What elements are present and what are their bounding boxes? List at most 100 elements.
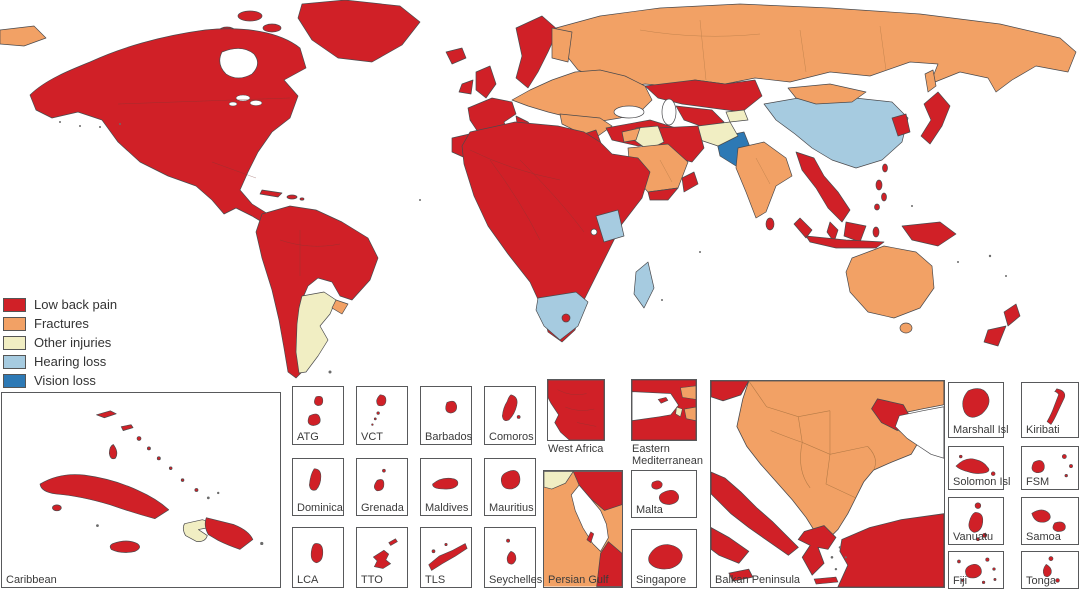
region-mongolia — [787, 83, 867, 105]
caspian-sea — [661, 98, 677, 126]
inset-dominica: Dominica — [292, 458, 344, 516]
inset-kiribati: Kiribati — [1021, 382, 1079, 438]
region-south-america — [255, 205, 379, 379]
internal-borders-orange — [639, 19, 887, 185]
inset-lca-label: LCA — [297, 574, 319, 586]
inset-tls: TLS — [420, 527, 472, 588]
kiribati-island — [1046, 388, 1066, 425]
region-indonesia — [793, 217, 885, 249]
inset-malta-label: Malta — [636, 504, 663, 516]
inset-persian-gulf-label: Persian Gulf — [548, 574, 609, 586]
bk-italy — [711, 471, 799, 582]
inset-fsm-label: FSM — [1026, 476, 1050, 488]
vct-islands — [371, 394, 387, 426]
pg-qatar — [586, 531, 595, 544]
region-russia-wrap — [0, 25, 47, 47]
tls-island — [428, 542, 468, 571]
legend-item-fractures: Fractures — [3, 314, 117, 333]
legend-swatch-low-back-pain — [3, 297, 26, 312]
inset-singapore: Singapore — [631, 529, 697, 588]
region-lesotho — [561, 313, 571, 323]
legend-item-low-back-pain: Low back pain — [3, 295, 117, 314]
legend-swatch-hearing-loss — [3, 354, 26, 369]
inset-west-africa — [547, 379, 605, 441]
mauritius-island — [500, 470, 521, 490]
em-jordan — [683, 406, 696, 421]
inset-barbados-label: Barbados — [425, 431, 473, 443]
region-north-america — [29, 28, 307, 235]
internal-borders — [117, 97, 585, 276]
region-taiwan — [882, 163, 888, 173]
legend-swatch-vision-loss — [3, 373, 26, 388]
inset-persian-gulf: Persian Gulf — [543, 470, 623, 588]
dominica-island — [309, 468, 322, 491]
region-yemen — [647, 187, 679, 201]
black-sea — [613, 105, 645, 119]
legend-label: Other injuries — [34, 335, 112, 350]
inset-seychelles-label: Seychelles — [489, 574, 543, 586]
legend-item-other-injuries: Other injuries — [3, 333, 117, 352]
inset-fsm: FSM — [1021, 446, 1079, 490]
vanuatu-islands — [968, 502, 988, 542]
region-indochina — [795, 151, 851, 223]
isla-juventud — [52, 504, 62, 512]
bk-black-sea — [894, 406, 944, 459]
atg-islands — [307, 395, 324, 426]
region-nz-south — [983, 325, 1007, 347]
bk-borders — [748, 381, 876, 499]
inset-vanuatu-label: Vanuatu — [953, 531, 994, 543]
inset-barbados: Barbados — [420, 386, 472, 445]
legend-label: Fractures — [34, 316, 89, 331]
region-japan — [920, 91, 951, 145]
legend-label: Vision loss — [34, 373, 96, 388]
inset-marshall: Marshall Isl — [948, 382, 1009, 438]
inset-maldives-label: Maldives — [425, 502, 469, 514]
legend-swatch-fractures — [3, 316, 26, 331]
inset-samoa-label: Samoa — [1026, 531, 1061, 543]
inset-vct: VCT — [356, 386, 408, 445]
bk-turkey — [837, 513, 944, 587]
inset-tto: TTO — [356, 527, 408, 588]
inset-seychelles: Seychelles — [484, 527, 542, 588]
dominican-republic — [204, 517, 254, 550]
legend-item-hearing-loss: Hearing loss — [3, 352, 117, 371]
caribbean-specks — [259, 189, 305, 201]
legend: Low back pain Fractures Other injuries H… — [3, 295, 117, 390]
inset-marshall-label: Marshall Isl — [953, 424, 1009, 436]
region-australia — [845, 245, 935, 319]
em-israel — [675, 406, 683, 418]
region-sakhalin — [924, 69, 937, 93]
pg-gulf-states — [596, 541, 622, 587]
bk-crete — [813, 576, 839, 585]
inset-vanuatu: Vanuatu — [948, 497, 1004, 545]
inset-atg: ATG — [292, 386, 344, 445]
bk-greece — [797, 525, 837, 576]
region-kyrgyz-tajik — [725, 109, 749, 123]
region-new-guinea — [901, 221, 957, 247]
region-argentina — [295, 291, 337, 374]
cuba — [39, 474, 170, 520]
samoa-islands — [1031, 509, 1066, 532]
legend-swatch-other-injuries — [3, 335, 26, 350]
malta-islands — [651, 480, 679, 505]
inset-fiji-label: Fiji — [953, 575, 968, 587]
lake-victoria — [590, 228, 598, 236]
region-sri-lanka — [765, 217, 775, 231]
region-africa — [461, 121, 651, 343]
region-iceland — [445, 47, 467, 65]
region-madagascar — [633, 261, 655, 309]
pg-iraq — [544, 471, 574, 490]
region-nz-north — [1003, 303, 1021, 327]
tto-islands — [372, 538, 398, 569]
inset-grenada: Grenada — [356, 458, 408, 516]
inset-samoa: Samoa — [1021, 497, 1079, 545]
inset-eastern-mediterranean — [631, 379, 697, 441]
region-russia — [555, 3, 1077, 93]
inset-balkan: Balkan Peninsula — [710, 380, 945, 588]
em-syria — [680, 385, 696, 400]
inset-tto-label: TTO — [361, 574, 383, 586]
bahamas — [96, 410, 199, 492]
inset-malta: Malta — [631, 470, 697, 518]
inset-caribbean: Caribbean — [1, 392, 281, 588]
